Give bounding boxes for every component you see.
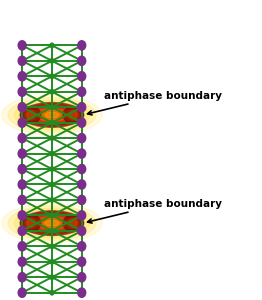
Ellipse shape bbox=[22, 216, 39, 230]
Circle shape bbox=[18, 195, 27, 205]
Circle shape bbox=[77, 179, 86, 190]
Circle shape bbox=[18, 272, 27, 283]
Circle shape bbox=[18, 102, 27, 112]
Ellipse shape bbox=[40, 110, 64, 120]
Circle shape bbox=[18, 164, 27, 174]
Circle shape bbox=[18, 86, 27, 97]
Circle shape bbox=[18, 179, 27, 190]
Ellipse shape bbox=[14, 100, 90, 130]
Ellipse shape bbox=[65, 216, 81, 230]
Circle shape bbox=[77, 226, 86, 236]
Ellipse shape bbox=[24, 212, 80, 234]
Ellipse shape bbox=[2, 203, 102, 243]
Circle shape bbox=[77, 148, 86, 159]
Ellipse shape bbox=[27, 111, 34, 119]
Circle shape bbox=[77, 256, 86, 267]
Circle shape bbox=[49, 243, 54, 249]
Ellipse shape bbox=[20, 214, 41, 232]
Circle shape bbox=[49, 166, 54, 172]
Ellipse shape bbox=[63, 214, 84, 232]
Circle shape bbox=[77, 195, 86, 205]
Circle shape bbox=[49, 120, 54, 126]
Circle shape bbox=[77, 117, 86, 128]
Ellipse shape bbox=[8, 98, 96, 132]
Circle shape bbox=[49, 228, 54, 234]
Circle shape bbox=[77, 56, 86, 66]
Circle shape bbox=[49, 104, 54, 110]
Ellipse shape bbox=[36, 109, 68, 122]
Ellipse shape bbox=[20, 106, 41, 123]
Circle shape bbox=[77, 164, 86, 174]
Ellipse shape bbox=[27, 219, 34, 227]
Circle shape bbox=[77, 102, 86, 112]
Circle shape bbox=[18, 210, 27, 221]
Ellipse shape bbox=[67, 110, 79, 120]
Circle shape bbox=[49, 259, 54, 265]
Ellipse shape bbox=[24, 104, 80, 126]
Circle shape bbox=[49, 135, 54, 141]
Ellipse shape bbox=[8, 206, 96, 240]
Ellipse shape bbox=[28, 214, 76, 233]
Circle shape bbox=[77, 86, 86, 97]
Circle shape bbox=[18, 133, 27, 143]
Circle shape bbox=[18, 226, 27, 236]
Ellipse shape bbox=[45, 112, 59, 118]
Ellipse shape bbox=[25, 218, 36, 229]
Circle shape bbox=[18, 117, 27, 128]
Circle shape bbox=[49, 212, 54, 218]
Text: antiphase boundary: antiphase boundary bbox=[88, 199, 222, 223]
Ellipse shape bbox=[40, 218, 64, 228]
Circle shape bbox=[49, 151, 54, 157]
Ellipse shape bbox=[67, 218, 79, 229]
Ellipse shape bbox=[45, 220, 59, 226]
Circle shape bbox=[18, 241, 27, 252]
Circle shape bbox=[49, 290, 54, 296]
Ellipse shape bbox=[70, 219, 77, 227]
Ellipse shape bbox=[25, 110, 36, 120]
Circle shape bbox=[77, 40, 86, 51]
Circle shape bbox=[49, 182, 54, 188]
Circle shape bbox=[77, 71, 86, 82]
Ellipse shape bbox=[2, 95, 102, 135]
Ellipse shape bbox=[14, 208, 90, 238]
Circle shape bbox=[18, 40, 27, 51]
Ellipse shape bbox=[32, 107, 72, 123]
Circle shape bbox=[18, 148, 27, 159]
Ellipse shape bbox=[22, 108, 39, 122]
Ellipse shape bbox=[21, 211, 83, 236]
Circle shape bbox=[49, 58, 54, 64]
Ellipse shape bbox=[32, 215, 72, 231]
Circle shape bbox=[49, 73, 54, 79]
Circle shape bbox=[77, 210, 86, 221]
Ellipse shape bbox=[65, 108, 81, 122]
Circle shape bbox=[77, 133, 86, 143]
Circle shape bbox=[49, 89, 54, 95]
Circle shape bbox=[18, 56, 27, 66]
Circle shape bbox=[77, 287, 86, 298]
Ellipse shape bbox=[70, 111, 77, 119]
Ellipse shape bbox=[36, 217, 68, 230]
Circle shape bbox=[49, 274, 54, 280]
Circle shape bbox=[77, 241, 86, 252]
Ellipse shape bbox=[63, 106, 84, 123]
Ellipse shape bbox=[28, 105, 76, 124]
Circle shape bbox=[77, 272, 86, 283]
Circle shape bbox=[49, 42, 54, 48]
Ellipse shape bbox=[21, 103, 83, 127]
Circle shape bbox=[49, 197, 54, 203]
Circle shape bbox=[18, 256, 27, 267]
Text: antiphase boundary: antiphase boundary bbox=[88, 91, 222, 115]
Circle shape bbox=[18, 71, 27, 82]
Circle shape bbox=[18, 287, 27, 298]
